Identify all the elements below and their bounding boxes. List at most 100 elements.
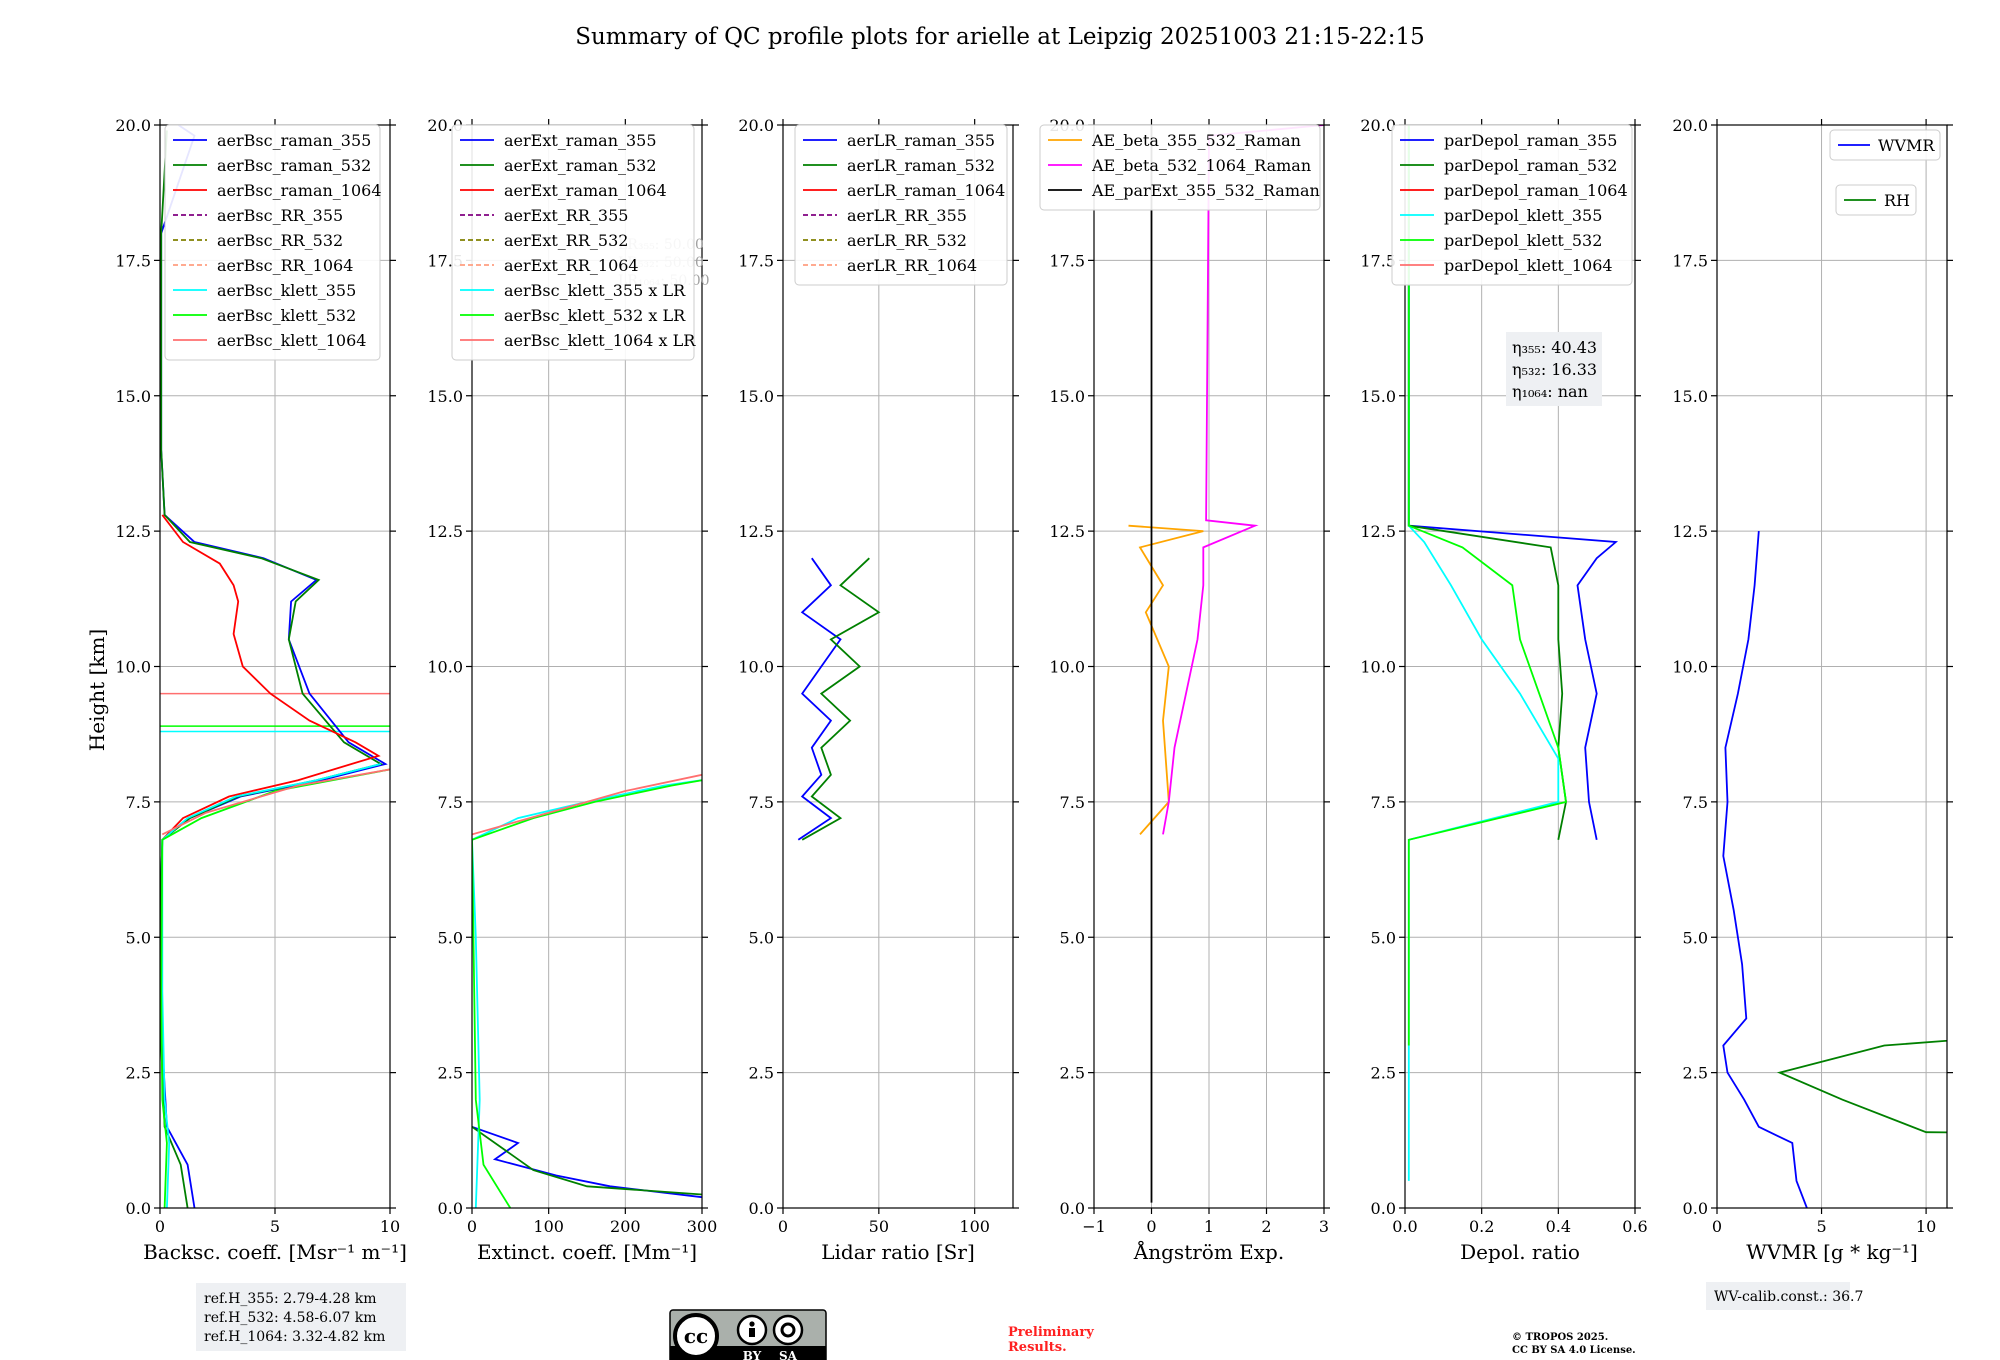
ext-plot-area [472, 773, 702, 1208]
bsc-ytick-label-1: 2.5 [126, 1064, 151, 1083]
legend-aerext-raman-532: aerExt_raman_532 [504, 156, 657, 175]
results-label: Results. [1008, 1340, 1067, 1355]
legend-aerlr-raman-532: aerLR_raman_532 [847, 156, 995, 175]
legend-wvmr: WVMR [1878, 136, 1935, 155]
legend-aerbsc-klett-1064: aerBsc_klett_1064 [217, 331, 366, 350]
ref-height-355: ref.H_355: 2.79-4.28 km [204, 1291, 377, 1307]
wv-ytick-label-6: 15.0 [1672, 387, 1708, 406]
wv-ytick-label-1: 2.5 [1683, 1064, 1708, 1083]
legend-aerbsc-klett-1064-x-lr: aerBsc_klett_1064 x LR [504, 331, 696, 350]
wv-ytick-label-3: 7.5 [1683, 793, 1708, 812]
depol-ytick-label-5: 12.5 [1360, 522, 1396, 541]
bsc-xtick-label-2: 10 [380, 1217, 400, 1236]
ext-xtick-label-0: 0 [467, 1217, 477, 1236]
wv-series-wvmr [1722, 531, 1808, 1208]
bsc-ytick-label-7: 17.5 [115, 251, 151, 270]
legend-aerbsc-klett-532: aerBsc_klett_532 [217, 306, 356, 325]
legend-pardepol-klett-1064: parDepol_klett_1064 [1444, 256, 1613, 275]
ae-xlabel: Ångström Exp. [1133, 1239, 1284, 1264]
depol-ytick-label-4: 10.0 [1360, 658, 1396, 677]
ae-ytick-label-2: 5.0 [1060, 928, 1085, 947]
legend-aerbsc-klett-355: aerBsc_klett_355 [217, 281, 356, 300]
bsc-ytick-label-5: 12.5 [115, 522, 151, 541]
lr-ytick-label-8: 20.0 [738, 116, 774, 135]
wv-calib-const: WV-calib.const.: 36.7 [1714, 1289, 1863, 1305]
lr-legend: aerLR_raman_355 aerLR_raman_532 aerLR_rama… [794, 124, 1008, 286]
copyright-line-2: CC BY SA 4.0 License. [1512, 1345, 1636, 1356]
bsc-series-aerbsc-klett-532 [160, 768, 390, 1208]
ae-xtick-label-2: 1 [1204, 1217, 1214, 1236]
lr-xtick-label-0: 0 [778, 1217, 788, 1236]
legend-aerbsc-raman-355: aerBsc_raman_355 [217, 131, 371, 150]
legend-pardepol-raman-1064: parDepol_raman_1064 [1444, 181, 1628, 200]
depol-xtick-label-2: 0.4 [1546, 1217, 1571, 1236]
lr-xtick-label-2: 100 [959, 1217, 990, 1236]
bsc-xlabel: Backsc. coeff. [Msr⁻¹ m⁻¹] [143, 1240, 407, 1264]
ext-xtick-label-2: 200 [610, 1217, 641, 1236]
legend-aerlr-raman-355: aerLR_raman_355 [847, 131, 995, 150]
bsc-series-aerbsc-klett-355 [161, 763, 382, 1208]
wv-plot-area [1722, 531, 1947, 1208]
wv-ytick-label-0: 0.0 [1683, 1199, 1708, 1218]
ext-ytick-label-0: 0.0 [438, 1199, 463, 1218]
ext-ytick-label-2: 5.0 [438, 928, 463, 947]
legend-aerbsc-rr-355: aerBsc_RR_355 [217, 206, 343, 225]
ae-legend: AE_beta_355_532_Raman AE_beta_532_1064_Ra… [1039, 124, 1321, 211]
ext-ytick-label-1: 2.5 [438, 1064, 463, 1083]
wv-ytick-label-4: 10.0 [1672, 658, 1708, 677]
legend-aerext-raman-355: aerExt_raman_355 [504, 131, 657, 150]
ext-series-aerbsc-klett-532-x-lr [472, 779, 702, 1208]
ext-series-aerext-raman-355 [472, 1125, 702, 1199]
legend-aerlr-raman-1064: aerLR_raman_1064 [847, 181, 1005, 200]
bsc-ytick-label-3: 7.5 [126, 793, 151, 812]
depol-series-pardepol-klett-355 [1407, 125, 1560, 1181]
bsc-ytick-label-8: 20.0 [115, 116, 151, 135]
angstrom-panel: 0.02.55.07.510.012.515.017.520.0−10123Ån… [1039, 116, 1330, 1264]
depol-ytick-label-8: 20.0 [1360, 116, 1396, 135]
bsc-legend: aerBsc_raman_355 aerBsc_raman_532 aerBsc_r… [164, 124, 382, 361]
legend-ae-beta-355-532-raman: AE_beta_355_532_Raman [1091, 131, 1301, 150]
depol-ytick-label-0: 0.0 [1371, 1199, 1396, 1218]
wv-ytick-label-7: 17.5 [1672, 251, 1708, 270]
ae-xtick-label-0: −1 [1082, 1217, 1106, 1236]
wv-legend: WVMR RH [1829, 129, 1941, 216]
legend-aerlr-rr-532: aerLR_RR_532 [847, 231, 967, 250]
backscatter-panel: 0.0 2.5 5.0 7.5 10.0 12.5 15.0 17.5 20.0 0 5 10 Back… [115, 116, 407, 1264]
water-vapor-panel: 0.0 2.5 5.0 7.5 10.0 12.5 15.0 17.5 20.0 0 5 10 WVMR… [1672, 116, 1953, 1264]
bsc-ytick-label-2: 5.0 [126, 928, 151, 947]
ae-ytick-label-5: 12.5 [1049, 522, 1085, 541]
legend-aerbsc-rr-1064: aerBsc_RR_1064 [217, 256, 353, 275]
ext-legend: aerExt_raman_355 aerExt_raman_532 aerExt_r… [451, 124, 696, 361]
cc-license-badge: cc BY SA [669, 1309, 827, 1360]
bsc-ytick-label-4: 10.0 [115, 658, 151, 677]
preliminary-label: Preliminary [1008, 1325, 1094, 1340]
legend-aerbsc-raman-532: aerBsc_raman_532 [217, 156, 371, 175]
wv-series-rh [1776, 1039, 1947, 1134]
y-axis-label: Height [km] [85, 629, 109, 751]
lr-ytick-label-3: 7.5 [749, 793, 774, 812]
legend-aerext-raman-1064: aerExt_raman_1064 [504, 181, 667, 200]
lr-ytick-label-4: 10.0 [738, 658, 774, 677]
depol-ytick-label-2: 5.0 [1371, 928, 1396, 947]
wv-ytick-label-2: 5.0 [1683, 928, 1708, 947]
depol-ytick-label-3: 7.5 [1371, 793, 1396, 812]
sa-share-icon [772, 1314, 804, 1346]
bsc-plot-area [160, 125, 390, 1208]
bsc-ytick-label-6: 15.0 [115, 387, 151, 406]
ext-ytick-label-4: 10.0 [427, 658, 463, 677]
lr-series-aerlr-raman-532 [801, 557, 881, 841]
ae-series-ae-beta-532-1064-raman [1162, 125, 1324, 835]
legend-pardepol-klett-532: parDepol_klett_532 [1444, 231, 1602, 250]
depol-ytick-label-7: 17.5 [1360, 251, 1396, 270]
ae-ytick-label-7: 17.5 [1049, 251, 1085, 270]
bsc-ytick-label-0: 0.0 [126, 1199, 151, 1218]
legend-aerbsc-klett-355-x-lr: aerBsc_klett_355 x LR [504, 281, 686, 300]
depol-xlabel: Depol. ratio [1460, 1240, 1580, 1264]
ext-xtick-label-3: 300 [687, 1217, 718, 1236]
wv-xtick-label-1: 5 [1816, 1217, 1826, 1236]
lr-plot-area [797, 557, 881, 841]
wv-ytick-label-5: 12.5 [1672, 522, 1708, 541]
ae-ytick-label-4: 10.0 [1049, 658, 1085, 677]
legend-aerlr-rr-1064: aerLR_RR_1064 [847, 256, 977, 275]
